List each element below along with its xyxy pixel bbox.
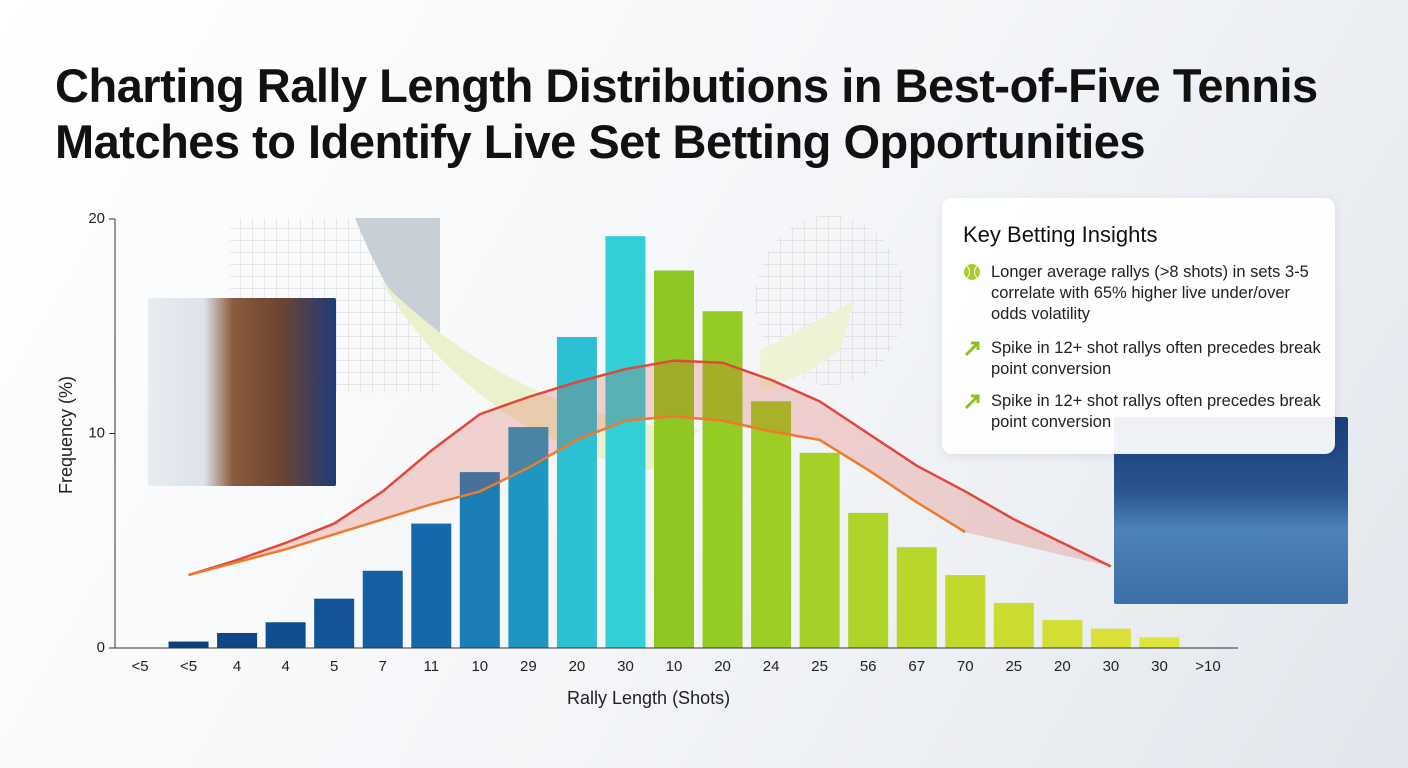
bar xyxy=(362,570,403,648)
bar xyxy=(1139,637,1180,648)
x-tick-label: 24 xyxy=(763,658,780,675)
insight-item: Spike in 12+ shot rallys often precedes … xyxy=(963,391,1323,433)
x-tick-label: 20 xyxy=(1054,658,1071,675)
bar xyxy=(459,472,500,648)
player-arm-photo xyxy=(148,298,336,486)
x-tick-label: 10 xyxy=(666,658,683,675)
line xyxy=(188,359,1112,577)
arrow-icon xyxy=(963,391,991,433)
x-tick-label: <5 xyxy=(180,658,197,675)
chart-title: Charting Rally Length Distributions in B… xyxy=(55,59,1318,168)
x-axis-label: Rally Length (Shots) xyxy=(567,688,730,708)
line xyxy=(188,415,966,577)
x-tick-label: 30 xyxy=(617,658,634,675)
x-tick-label: 20 xyxy=(569,658,586,675)
x-tick-label: >10 xyxy=(1195,658,1220,675)
bar xyxy=(751,401,792,648)
bar xyxy=(605,236,646,648)
bar xyxy=(265,622,306,648)
insight-text: Spike in 12+ shot rallys often precedes … xyxy=(991,339,1321,378)
bar xyxy=(945,575,986,648)
arrow-icon xyxy=(963,338,991,380)
bar xyxy=(556,336,597,648)
x-tick-label: 25 xyxy=(1005,658,1022,675)
bar xyxy=(848,512,889,648)
tennis-ball-icon xyxy=(963,262,991,325)
line-band xyxy=(188,360,1111,576)
bar xyxy=(993,602,1034,648)
x-tick-label: 25 xyxy=(811,658,828,675)
x-tick-label: 4 xyxy=(233,658,241,675)
bar xyxy=(1090,628,1131,648)
bar xyxy=(217,632,258,648)
y-tick-label: 0 xyxy=(97,639,105,656)
insight-item: Spike in 12+ shot rallys often precedes … xyxy=(963,338,1323,380)
insight-text: Spike in 12+ shot rallys often precedes … xyxy=(991,392,1321,431)
x-tick-label: 29 xyxy=(520,658,537,675)
x-tick-label: <5 xyxy=(131,658,148,675)
bar xyxy=(411,523,452,648)
x-tick-label: 4 xyxy=(281,658,289,675)
insights-panel: Key Betting Insights Longer average rall… xyxy=(942,198,1335,454)
insight-text: Longer average rallys (>8 shots) in sets… xyxy=(991,263,1309,323)
bar xyxy=(654,270,694,648)
bar xyxy=(799,452,840,648)
insights-title: Key Betting Insights xyxy=(963,222,1158,247)
x-tick-label: 30 xyxy=(1151,658,1168,675)
x-tick-label: 67 xyxy=(908,658,925,675)
bars xyxy=(168,236,1180,648)
y-tick-label: 20 xyxy=(88,210,105,227)
x-tick-label: 10 xyxy=(471,658,488,675)
bar xyxy=(896,547,937,648)
x-tick-label: 5 xyxy=(330,658,338,675)
x-tick-label: 20 xyxy=(714,658,731,675)
insight-item: Longer average rallys (>8 shots) in sets… xyxy=(963,262,1323,325)
bar xyxy=(314,598,355,648)
x-tick-label: 11 xyxy=(423,658,439,675)
bar xyxy=(1042,620,1083,648)
x-tick-label: 7 xyxy=(379,658,387,675)
x-tick-label: 30 xyxy=(1103,658,1120,675)
bar xyxy=(168,641,209,648)
y-tick-label: 10 xyxy=(88,424,105,441)
x-tick-label: 70 xyxy=(957,658,974,675)
x-tick-label: 56 xyxy=(860,658,877,675)
y-axis-label: Frequency (%) xyxy=(56,376,76,494)
bar xyxy=(508,427,549,648)
